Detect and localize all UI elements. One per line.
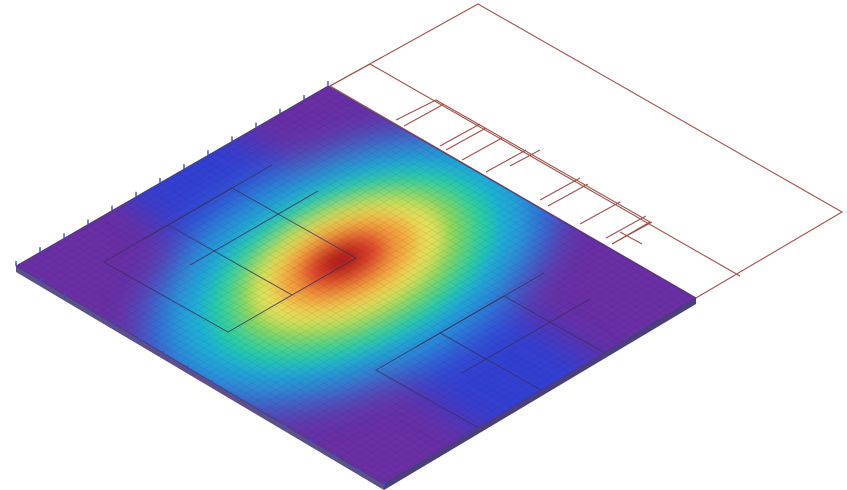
edge-supports <box>15 81 385 487</box>
contour-surface <box>16 86 696 484</box>
plate-edge <box>16 266 696 490</box>
